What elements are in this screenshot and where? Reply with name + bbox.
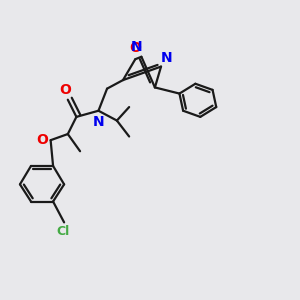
Text: N: N xyxy=(131,40,142,54)
Text: O: O xyxy=(59,83,71,97)
Text: O: O xyxy=(36,133,48,147)
Text: O: O xyxy=(129,41,141,55)
Text: N: N xyxy=(93,115,104,129)
Text: N: N xyxy=(160,51,172,64)
Text: Cl: Cl xyxy=(56,225,70,238)
